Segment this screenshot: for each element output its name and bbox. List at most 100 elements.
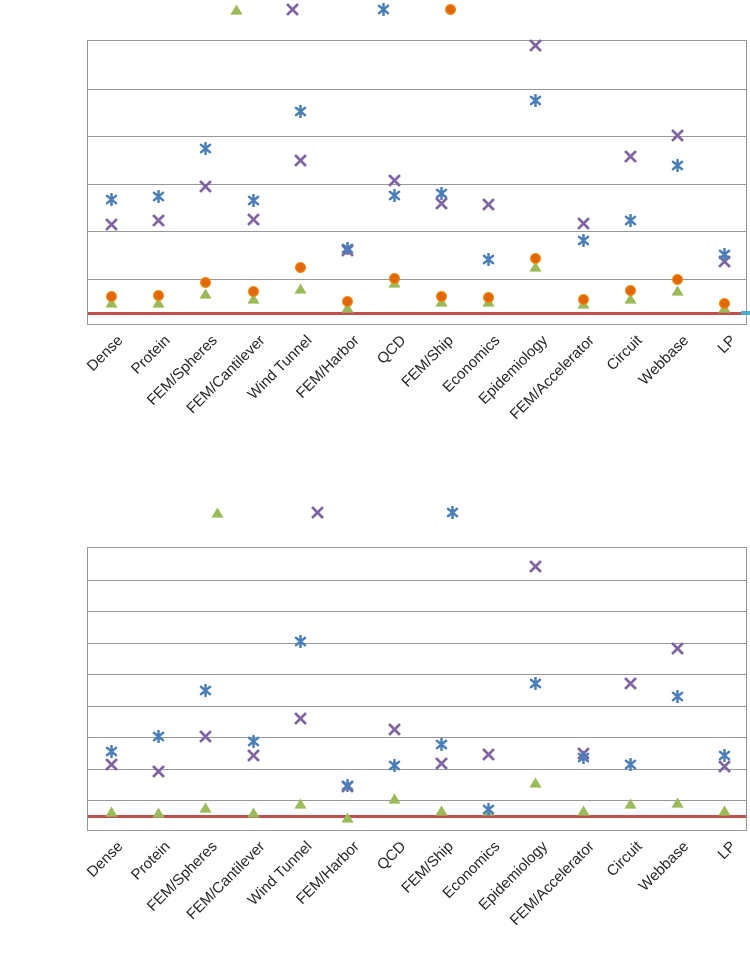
blue-star-series-point	[577, 751, 590, 765]
green-triangle-series-point	[294, 283, 307, 294]
orange-circle-series-point	[577, 294, 589, 306]
purple-x-series-point	[246, 749, 260, 763]
green-triangle-series-point	[671, 285, 684, 296]
x-axis-label: Protein	[128, 838, 174, 884]
purple-x-series-point	[246, 212, 260, 226]
green-triangle-series-point	[718, 805, 731, 816]
blue-star-series-point	[152, 190, 165, 204]
triangle-marker-icon	[210, 507, 224, 518]
purple-x-series-point	[529, 560, 543, 574]
purple-x-series-point	[199, 180, 213, 194]
purple-x-series-point	[670, 642, 684, 656]
green-triangle-series-point	[105, 806, 118, 817]
blue-star-series-point	[341, 778, 354, 792]
gridline	[88, 706, 746, 707]
green-triangle-series-point	[152, 807, 165, 818]
green-triangle-series-point	[529, 261, 542, 272]
orange-circle-series-point	[341, 295, 353, 307]
blue-star-series-point	[294, 635, 307, 649]
green-triangle-series-point	[435, 805, 448, 816]
blue-star-series-point	[247, 194, 260, 208]
x-marker-icon	[310, 505, 324, 519]
purple-x-series-point	[482, 747, 496, 761]
blue-star-series-point	[199, 683, 212, 697]
green-triangle-series-point	[294, 798, 307, 809]
purple-x-series-point	[623, 677, 637, 691]
green-triangle-series-point	[529, 777, 542, 788]
gridline	[88, 737, 746, 738]
x-axis-label: LP	[714, 838, 740, 864]
green-triangle-series-point	[199, 288, 212, 299]
blue-star-series-point	[718, 248, 731, 262]
x-axis-label: Webbase	[635, 838, 693, 895]
green-triangle-series-point	[624, 798, 637, 809]
blue-star-series-point	[624, 757, 637, 771]
blue-star-series-point	[152, 729, 165, 743]
blue-star-series-point	[529, 94, 542, 108]
star-x-marker-icon	[446, 505, 459, 519]
orange-circle-series-point	[153, 289, 165, 301]
purple-x-series-point	[293, 711, 307, 725]
plot-area	[87, 39, 750, 325]
orange-circle-series-point	[436, 291, 448, 303]
gridline	[88, 611, 746, 612]
green-triangle-series-point	[341, 812, 354, 823]
gridline	[88, 674, 746, 675]
purple-x-series-point	[152, 214, 166, 227]
purple-x-series-point	[670, 129, 684, 142]
green-triangle-series-point	[152, 297, 165, 308]
x-axis-label: QCD	[373, 838, 410, 874]
cyan-dash-marker	[740, 311, 750, 316]
orange-circle-series-point	[106, 291, 118, 303]
circle-marker-icon	[444, 3, 456, 15]
gridline	[88, 136, 746, 137]
purple-x-series-point	[529, 39, 543, 53]
gridline	[88, 769, 746, 770]
orange-circle-series-point	[388, 273, 400, 285]
triangle-marker-icon	[229, 4, 243, 15]
blue-star-series-point	[435, 187, 448, 201]
orange-circle-series-point	[530, 252, 542, 264]
purple-x-series-point	[105, 758, 118, 771]
blue-star-series-point	[247, 735, 260, 749]
x-axis-label: Dense	[83, 838, 127, 881]
gridline	[88, 184, 746, 185]
blue-star-series-point	[105, 745, 118, 759]
purple-x-series-point	[482, 198, 496, 212]
blue-star-series-point	[388, 758, 401, 772]
green-triangle-series-point	[671, 797, 684, 808]
green-triangle-series-point	[246, 293, 260, 305]
star-x-marker-icon	[377, 2, 390, 16]
gridline	[88, 89, 746, 90]
blue-star-series-point	[577, 233, 590, 247]
x-axis-label: FEM/Accelerator	[507, 838, 599, 930]
blue-star-series-point	[718, 748, 731, 762]
purple-x-series-point	[388, 723, 401, 736]
green-triangle-series-point	[199, 802, 212, 813]
green-triangle-series-point	[246, 807, 260, 818]
blue-star-series-point	[671, 690, 684, 704]
orange-circle-series-point	[200, 276, 212, 288]
green-triangle-series-point	[624, 293, 637, 304]
orange-circle-series-point	[624, 285, 636, 297]
blue-star-series-point	[529, 677, 542, 691]
reference-baseline	[88, 815, 746, 819]
blue-star-series-point	[435, 737, 448, 751]
purple-x-series-point	[718, 759, 731, 773]
plot-area	[87, 547, 747, 831]
gridline	[88, 231, 746, 232]
orange-circle-series-point	[294, 262, 306, 274]
gridline	[88, 643, 746, 644]
blue-star-series-point	[294, 104, 307, 118]
blue-star-series-point	[482, 802, 495, 816]
purple-x-series-point	[199, 729, 213, 743]
x-marker-icon	[285, 2, 299, 16]
purple-x-series-point	[388, 173, 401, 187]
orange-circle-series-point	[671, 274, 683, 286]
x-axis-label: Circuit	[603, 838, 646, 881]
blue-star-series-point	[105, 192, 118, 206]
blue-star-series-point	[199, 142, 212, 156]
